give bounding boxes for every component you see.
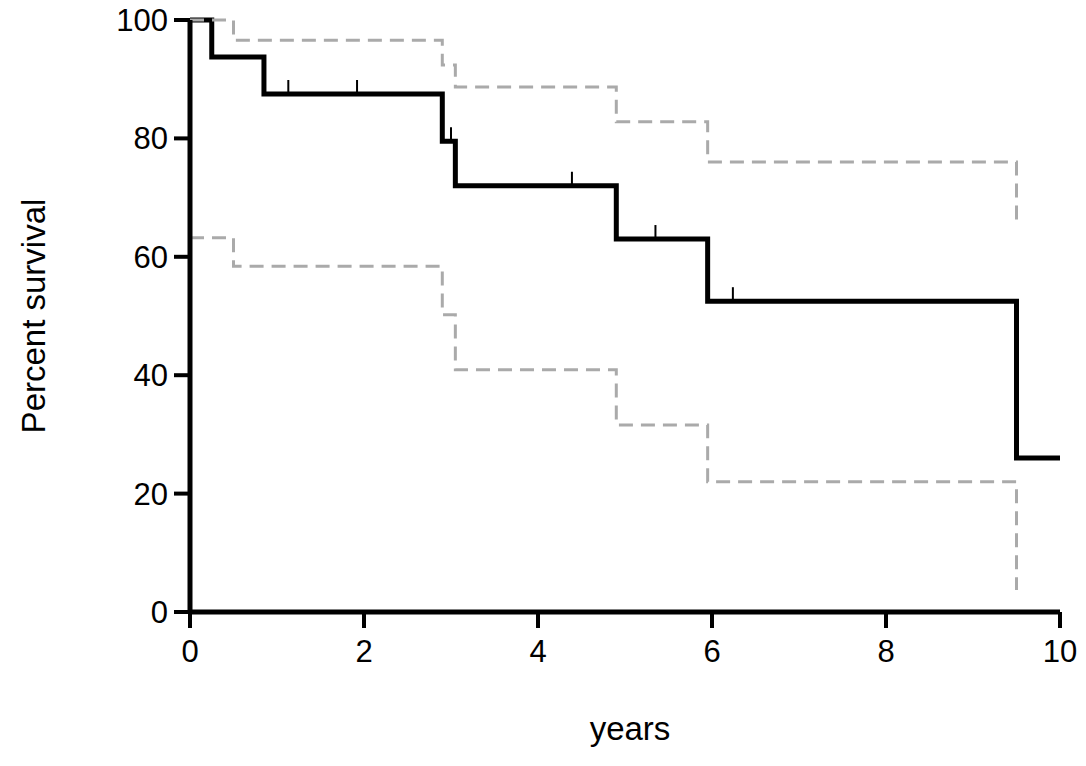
y-axis [188,20,193,612]
x-tick [884,612,888,628]
confidence-band [190,20,1017,221]
chart: 0 20 40 60 80 100 0 2 4 6 8 10 years Percent survival [0,0,1086,766]
y-tick-label: 60 [134,240,168,275]
y-axis-label: Percent survival [15,199,52,434]
x-tick [188,612,192,628]
x-tick [1058,612,1062,628]
x-tick [710,612,714,628]
y-tick [174,136,190,140]
survival-curve [190,20,1060,458]
y-tick-label: 80 [134,121,168,156]
confidence-band [190,238,1017,590]
x-axis [188,610,1060,615]
y-tick [174,18,190,22]
plot-area [190,20,1060,590]
censor-mark [654,225,656,239]
y-tick-label: 0 [151,595,168,630]
y-tick [174,255,190,259]
y-tick-label: 20 [134,477,168,512]
x-axis-label: years [590,710,671,747]
x-tick-label: 10 [1043,634,1077,669]
x-tick [536,612,540,628]
censor-mark [732,287,734,301]
censor-mark [450,127,452,141]
censor-mark [287,80,289,94]
y-tick-label: 40 [134,358,168,393]
x-tick-label: 2 [355,634,372,669]
x-tick-label: 8 [877,634,894,669]
y-tick [174,373,190,377]
x-tick-label: 6 [703,634,720,669]
censor-mark [571,172,573,186]
y-tick-label: 100 [116,3,168,38]
censor-mark [356,80,358,94]
x-tick-label: 0 [181,634,198,669]
y-tick [174,492,190,496]
x-tick [362,612,366,628]
x-tick-label: 4 [529,634,546,669]
y-tick [174,610,190,614]
